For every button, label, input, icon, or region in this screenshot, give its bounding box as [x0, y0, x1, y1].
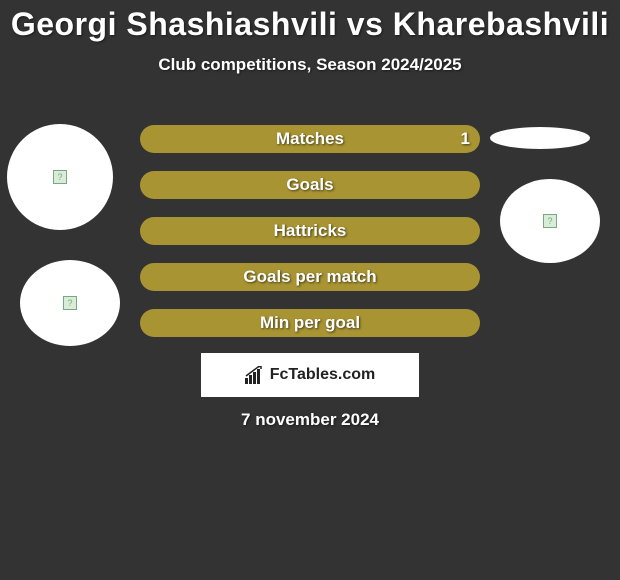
bar-label: Hattricks — [274, 221, 347, 241]
bar-label: Goals — [286, 175, 333, 195]
image-placeholder-icon: ? — [53, 170, 67, 184]
avatar-left-bottom: ? — [20, 260, 120, 346]
image-placeholder-icon: ? — [543, 214, 557, 228]
bar-label: Matches — [276, 129, 344, 149]
oval-top-right — [490, 127, 590, 149]
stats-bars: Matches 1 Goals Hattricks Goals per matc… — [140, 125, 480, 355]
avatar-left-top: ? — [7, 124, 113, 230]
page-title: Georgi Shashiashvili vs Kharebashvili — [0, 0, 620, 43]
bar-value-right: 1 — [461, 129, 470, 149]
brand-label: FcTables.com — [270, 366, 376, 384]
bar-min-per-goal: Min per goal — [140, 309, 480, 337]
chart-icon — [245, 366, 267, 384]
bar-goals: Goals — [140, 171, 480, 199]
avatar-right: ? — [500, 179, 600, 263]
page-subtitle: Club competitions, Season 2024/2025 — [0, 55, 620, 75]
bar-label: Goals per match — [243, 267, 376, 287]
date-text: 7 november 2024 — [0, 410, 620, 430]
brand-box: FcTables.com — [201, 353, 419, 397]
image-placeholder-icon: ? — [63, 296, 77, 310]
bar-label: Min per goal — [260, 313, 360, 333]
bar-goals-per-match: Goals per match — [140, 263, 480, 291]
brand-text: FcTables.com — [245, 366, 376, 384]
bar-hattricks: Hattricks — [140, 217, 480, 245]
bar-matches: Matches 1 — [140, 125, 480, 153]
